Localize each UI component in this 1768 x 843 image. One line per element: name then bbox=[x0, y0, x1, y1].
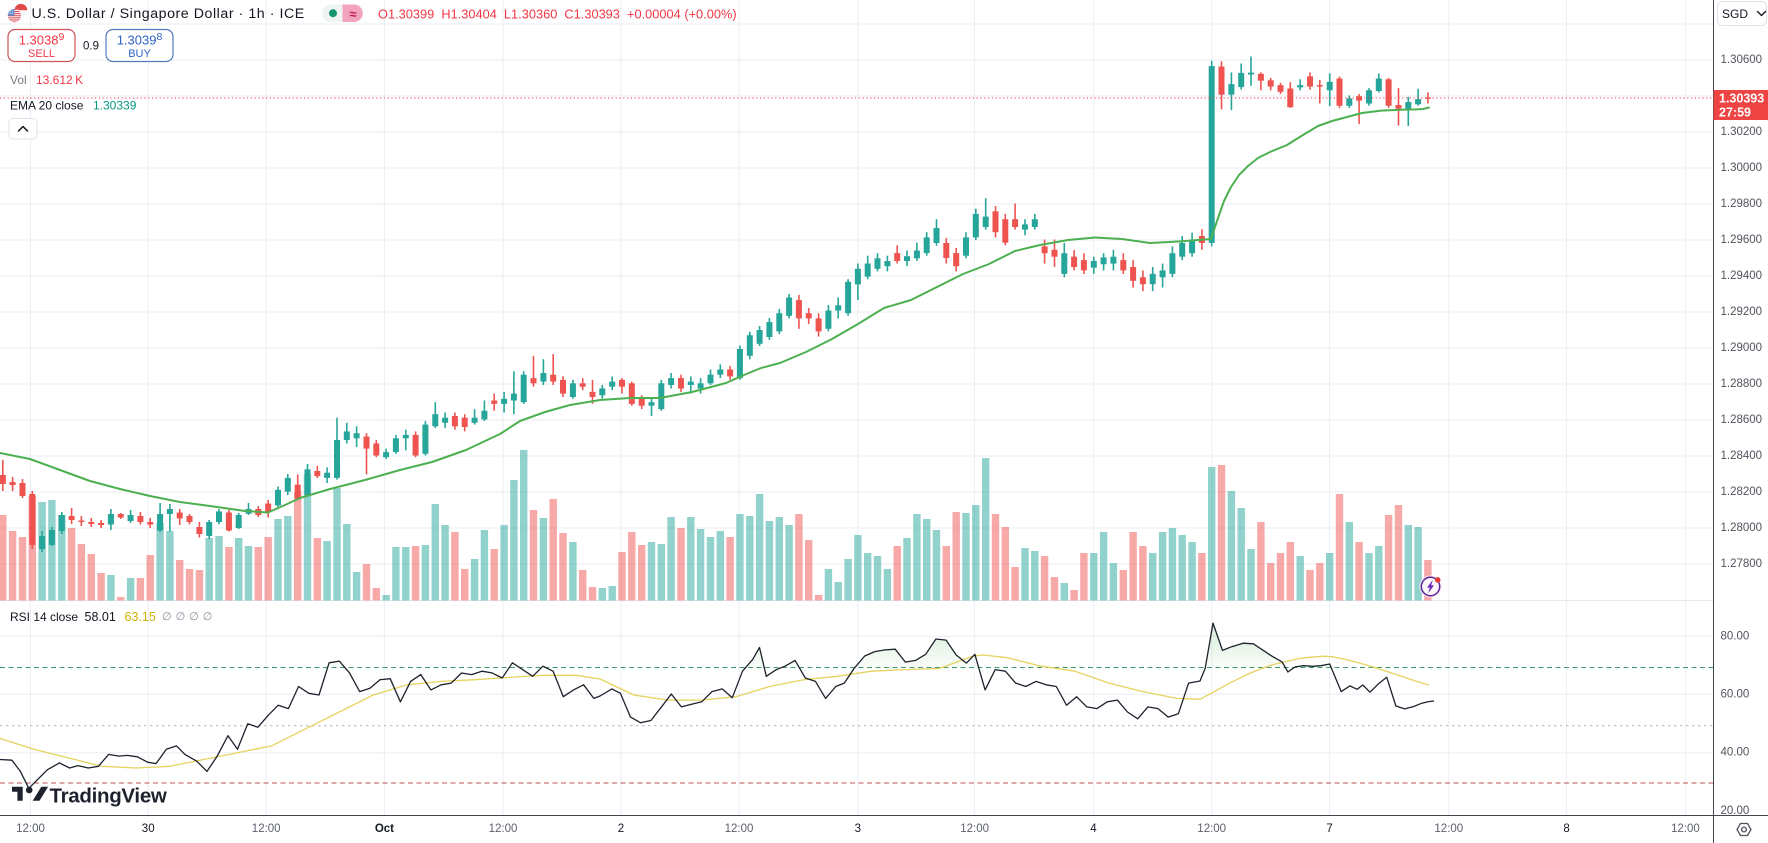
svg-text:SGD: SGD bbox=[1722, 7, 1748, 21]
svg-text:12:00: 12:00 bbox=[489, 823, 518, 835]
svg-text:RSI 14 close: RSI 14 close bbox=[10, 610, 78, 624]
svg-text:13.612 K: 13.612 K bbox=[36, 73, 83, 87]
svg-text:8: 8 bbox=[1563, 823, 1569, 835]
svg-text:12:00: 12:00 bbox=[725, 823, 754, 835]
svg-text:58.01: 58.01 bbox=[85, 610, 116, 624]
svg-text:4: 4 bbox=[1090, 823, 1097, 835]
svg-text:1.30339: 1.30339 bbox=[93, 99, 137, 113]
svg-text:1.29000: 1.29000 bbox=[1721, 342, 1763, 354]
svg-text:30: 30 bbox=[142, 823, 155, 835]
svg-text:BUY: BUY bbox=[128, 48, 151, 60]
svg-text:EMA 20 close: EMA 20 close bbox=[10, 99, 84, 113]
svg-text:20.00: 20.00 bbox=[1721, 805, 1750, 817]
svg-text:12:00: 12:00 bbox=[1197, 823, 1226, 835]
svg-text:1.30600: 1.30600 bbox=[1721, 54, 1763, 66]
svg-text:TradingView: TradingView bbox=[50, 785, 167, 808]
svg-text:3: 3 bbox=[855, 823, 861, 835]
svg-text:12:00: 12:00 bbox=[1671, 823, 1700, 835]
svg-text:1.30398: 1.30398 bbox=[117, 31, 163, 48]
svg-text:12:00: 12:00 bbox=[16, 823, 45, 835]
svg-text:Vol: Vol bbox=[10, 73, 27, 87]
svg-text:80.00: 80.00 bbox=[1721, 630, 1750, 642]
svg-text:1.29800: 1.29800 bbox=[1721, 198, 1763, 210]
svg-text:27:59: 27:59 bbox=[1719, 106, 1751, 120]
svg-text:12:00: 12:00 bbox=[1434, 823, 1463, 835]
svg-text:2: 2 bbox=[618, 823, 624, 835]
svg-text:Oct: Oct bbox=[375, 823, 394, 835]
svg-text:1.28600: 1.28600 bbox=[1721, 414, 1763, 426]
svg-text:1.29200: 1.29200 bbox=[1721, 306, 1763, 318]
svg-text:1.30393: 1.30393 bbox=[1719, 92, 1764, 106]
svg-text:60.00: 60.00 bbox=[1721, 688, 1750, 700]
svg-text:1.28200: 1.28200 bbox=[1721, 486, 1763, 498]
svg-text:SELL: SELL bbox=[28, 48, 55, 60]
svg-text:1.29600: 1.29600 bbox=[1721, 234, 1763, 246]
svg-text:1.30000: 1.30000 bbox=[1721, 162, 1763, 174]
svg-text:0.9: 0.9 bbox=[83, 41, 99, 53]
svg-text:12:00: 12:00 bbox=[960, 823, 989, 835]
svg-text:U.S. Dollar / Singapore Dollar: U.S. Dollar / Singapore Dollar · 1h · IC… bbox=[32, 6, 305, 22]
svg-text:63.15: 63.15 bbox=[125, 610, 156, 624]
svg-text:1.27800: 1.27800 bbox=[1721, 558, 1763, 570]
svg-text:1.28800: 1.28800 bbox=[1721, 378, 1763, 390]
svg-text:1.28400: 1.28400 bbox=[1721, 450, 1763, 462]
svg-text:12:00: 12:00 bbox=[252, 823, 281, 835]
svg-text:O1.30399 H1.30404 L1.30360: O1.30399 H1.30404 L1.30360 C1.30393 +0.0… bbox=[378, 7, 737, 22]
svg-text:7: 7 bbox=[1326, 823, 1332, 835]
svg-text:1.28000: 1.28000 bbox=[1721, 522, 1763, 534]
svg-text:1.29400: 1.29400 bbox=[1721, 270, 1763, 282]
svg-text:≈: ≈ bbox=[349, 6, 356, 21]
svg-text:40.00: 40.00 bbox=[1721, 747, 1750, 759]
svg-text:1.30200: 1.30200 bbox=[1721, 126, 1763, 138]
svg-text:∅∅∅∅: ∅∅∅∅ bbox=[162, 611, 216, 623]
svg-text:1.30389: 1.30389 bbox=[19, 31, 65, 48]
